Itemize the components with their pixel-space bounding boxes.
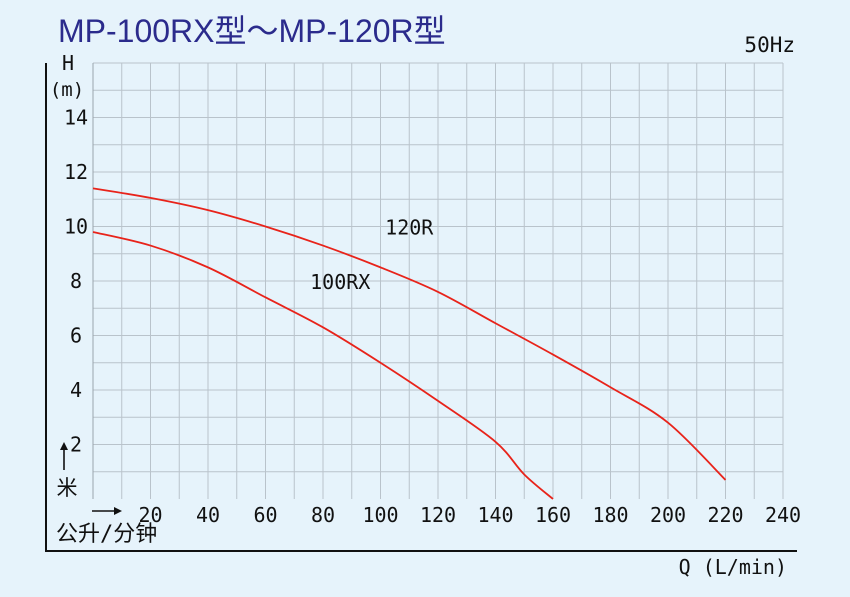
x-tick-label: 200 — [650, 503, 686, 527]
x-tick-label: 100 — [362, 503, 398, 527]
y-axis-symbol: H — [62, 51, 74, 75]
y-tick-label: 4 — [70, 378, 82, 402]
x-tick-label: 240 — [765, 503, 801, 527]
x-tick-label: 20 — [138, 503, 162, 527]
right-arrow-icon — [92, 507, 122, 515]
x-tick-label: 160 — [535, 503, 571, 527]
x-tick-label: 220 — [707, 503, 743, 527]
y-tick-label: 2 — [70, 433, 82, 457]
y-tick-label: 6 — [70, 324, 82, 348]
frequency-label: 50Hz — [744, 33, 795, 57]
x-axis-unit-cn: 公升/分钟 — [56, 522, 157, 547]
series-label-120r: 120R — [385, 216, 434, 240]
series-lines — [92, 187, 727, 500]
up-arrow-icon — [60, 442, 68, 470]
x-tick-label: 80 — [311, 503, 335, 527]
x-tick-label: 120 — [420, 503, 456, 527]
y-tick-label: 12 — [64, 160, 88, 184]
x-tick-label: 40 — [196, 503, 220, 527]
y-axis-unit-cn: 米 — [57, 476, 78, 500]
x-tick-label: 60 — [253, 503, 277, 527]
series-labels: 120R 100RX — [310, 216, 434, 294]
y-axis-unit: (m) — [50, 79, 84, 101]
axes — [45, 63, 797, 552]
y-tick-label: 14 — [64, 106, 88, 130]
y-tick-label: 8 — [70, 269, 82, 293]
series-line-120r — [92, 187, 727, 481]
x-axis-label: Q (L/min) — [679, 555, 787, 579]
tick-labels: 20 40 60 80 100 120 140 160 180 200 220 240 2 4 6 8 10 12… — [64, 106, 801, 528]
series-label-100rx: 100RX — [310, 270, 370, 294]
y-tick-label: 10 — [64, 215, 88, 239]
chart-title: MP-100RX型～MP-120R型 — [58, 13, 446, 49]
axis-frame — [45, 63, 797, 552]
grid — [93, 62, 784, 499]
x-tick-label: 180 — [592, 503, 628, 527]
series-line-100rx — [92, 231, 554, 500]
x-tick-label: 140 — [477, 503, 513, 527]
